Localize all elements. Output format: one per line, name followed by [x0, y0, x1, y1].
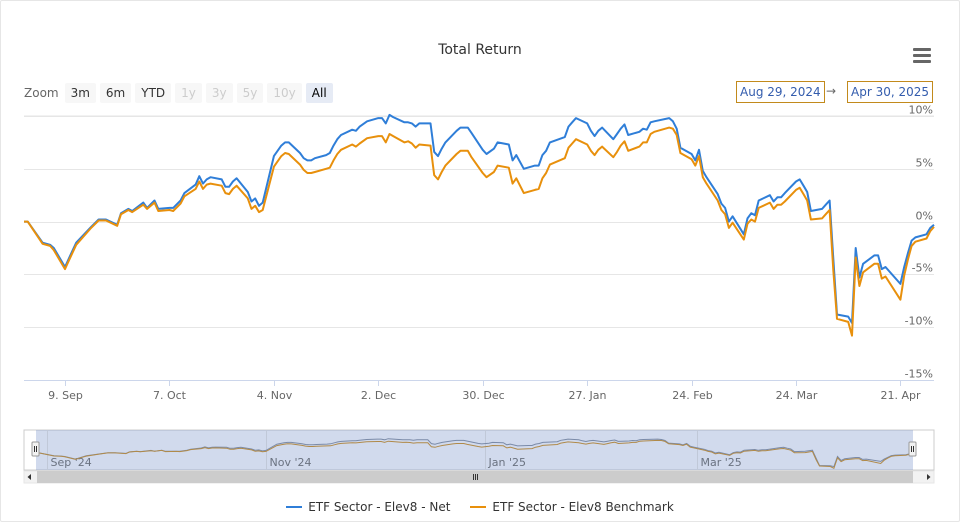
- legend-label-net: ETF Sector - Elev8 - Net: [308, 500, 451, 514]
- navigator-mask: [36, 430, 913, 470]
- navigator: Sep '24 Nov '24 Jan '25 Mar '25: [23, 429, 935, 484]
- legend-swatch-benchmark: [470, 506, 487, 508]
- navigator-handle-left[interactable]: [31, 441, 40, 457]
- zoom-button-10y: 10y: [267, 83, 302, 103]
- legend-item-benchmark[interactable]: ETF Sector - Elev8 Benchmark: [470, 500, 674, 514]
- x-tick-label: 21. Apr: [880, 389, 920, 402]
- x-tick-label: 4. Nov: [257, 389, 293, 402]
- legend: ETF Sector - Elev8 - Net ETF Sector - El…: [0, 500, 960, 514]
- y-tick-label: 0%: [916, 210, 933, 223]
- range-arrow: →: [826, 84, 837, 98]
- y-tick-label: -5%: [912, 262, 933, 275]
- navigator-frame: [23, 429, 935, 471]
- to-date-input[interactable]: Apr 30, 2025: [847, 81, 934, 103]
- scroll-right-icon: [927, 474, 931, 480]
- navigator-label: Jan '25: [488, 456, 526, 469]
- x-tick-label: 30. Dec: [462, 389, 504, 402]
- hamburger-icon[interactable]: [910, 48, 934, 66]
- grid-layer: [24, 115, 934, 381]
- navigator-label: Mar '25: [701, 456, 742, 469]
- scroll-left-icon: [27, 474, 31, 480]
- x-tick-label: 9. Sep: [48, 389, 83, 402]
- series-line-net: [24, 113, 935, 324]
- zoom-button-1y: 1y: [175, 83, 202, 103]
- navigator-series-benchmark: [36, 439, 914, 470]
- zoom-label: Zoom: [24, 86, 59, 100]
- zoom-button-3m[interactable]: 3m: [64, 83, 96, 103]
- scrollbar[interactable]: [23, 470, 935, 484]
- zoom-button-3y: 3y: [205, 83, 233, 103]
- zoom-button-ytd[interactable]: YTD: [135, 83, 172, 103]
- series-layer: [24, 113, 935, 337]
- navigator-label: Nov '24: [270, 456, 312, 469]
- legend-swatch-net: [286, 506, 303, 508]
- from-date-input[interactable]: Aug 29, 2024: [736, 81, 825, 103]
- zoom-button-5y: 5y: [236, 83, 264, 103]
- navigator-label: Sep '24: [51, 456, 92, 469]
- x-axis: 9. Sep 7. Oct 4. Nov 2. Dec 30. Dec 27. Jan 24…: [24, 380, 934, 402]
- x-tick-label: 24. Mar: [776, 389, 818, 402]
- chart-title: Total Return: [438, 42, 522, 58]
- x-tick-label: 24. Feb: [672, 389, 712, 402]
- navigator-series-net: [36, 438, 914, 468]
- y-tick-label: 10%: [909, 104, 933, 117]
- zoom-toolbar: Zoom 3m 6m YTD 1y 3y 5y 10y All: [24, 82, 337, 104]
- x-tick-label: 2. Dec: [361, 389, 396, 402]
- legend-label-benchmark: ETF Sector - Elev8 Benchmark: [492, 500, 674, 514]
- y-axis-labels: 10% 5% 0% -5% -10% -15%: [905, 104, 933, 381]
- y-tick-label: 5%: [916, 157, 933, 170]
- zoom-button-all[interactable]: All: [305, 83, 333, 103]
- y-tick-label: -10%: [905, 315, 933, 328]
- x-tick-label: 7. Oct: [153, 389, 187, 402]
- series-line-benchmark: [24, 126, 935, 337]
- x-tick-label: 27. Jan: [569, 389, 607, 402]
- legend-item-net[interactable]: ETF Sector - Elev8 - Net: [286, 500, 450, 514]
- navigator-handle-right[interactable]: [908, 441, 917, 457]
- zoom-button-6m[interactable]: 6m: [99, 83, 132, 103]
- y-tick-label: -15%: [905, 368, 933, 381]
